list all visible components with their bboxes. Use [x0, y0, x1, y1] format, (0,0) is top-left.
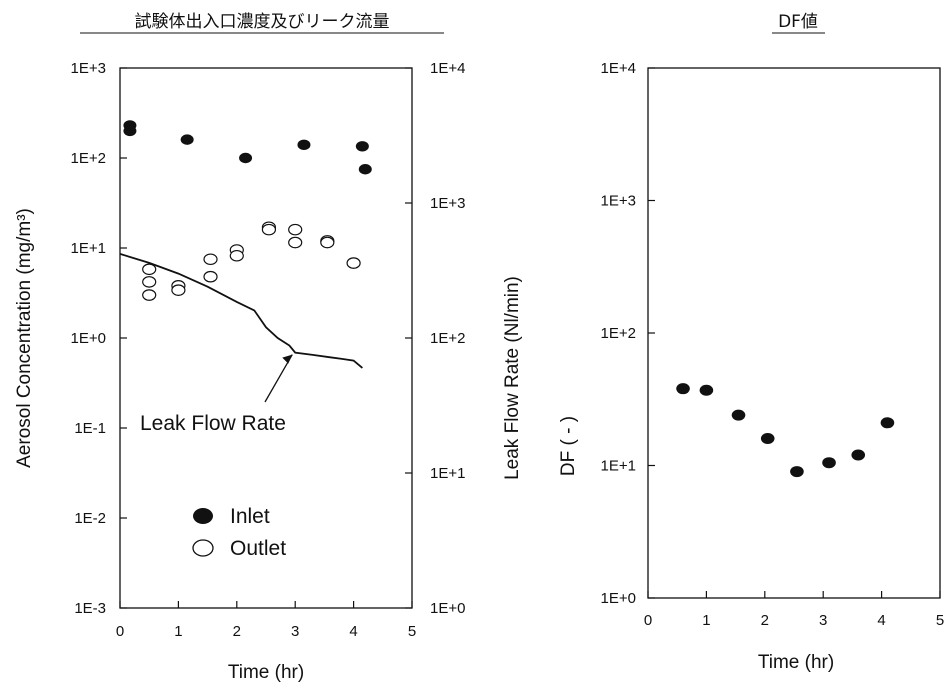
left-x-tick-label: 1 — [174, 623, 182, 640]
left-y2-axis-title: Leak Flow Rate (Nl/min) — [502, 276, 523, 480]
outlet-point — [203, 270, 218, 283]
right-y-axis-title: DF ( - ) — [558, 416, 579, 476]
left-x-tick-label: 4 — [349, 623, 357, 640]
outlet-point — [320, 236, 335, 249]
outlet-point — [142, 289, 157, 301]
left-y-tick-label: 1E+0 — [71, 330, 106, 347]
left-y2-tick-label: 1E+2 — [430, 330, 465, 347]
left-y-tick-label: 1E-2 — [74, 510, 106, 527]
left-y2-tick-label: 1E+1 — [430, 465, 465, 482]
df-series — [676, 383, 895, 478]
left-y-tick-label: 1E+2 — [71, 150, 106, 167]
right-y-tick-label: 1E+4 — [601, 60, 636, 77]
right-x-tick-label: 3 — [819, 612, 827, 629]
right-y-tick-label: 1E+3 — [601, 193, 636, 210]
left-y2-ticks: 1E+0 1E+1 1E+2 1E+3 1E+4 — [405, 60, 465, 617]
inlet-point — [239, 152, 253, 164]
left-y2-tick-label: 1E+3 — [430, 195, 465, 212]
leak-flow-line — [119, 253, 363, 369]
right-plot-frame — [647, 67, 941, 599]
left-legend: Inlet Outlet — [192, 505, 286, 560]
inlet-series — [123, 120, 372, 175]
right-y-tick-label: 1E+2 — [601, 325, 636, 342]
left-y-axis-title: Aerosol Concentration (mg/m³) — [14, 208, 35, 468]
legend-inlet-label: Inlet — [230, 505, 270, 528]
inlet-point — [180, 134, 194, 145]
outlet-point — [288, 236, 303, 249]
outlet-point — [142, 263, 157, 276]
df-point — [851, 449, 866, 461]
df-point — [880, 417, 895, 429]
inlet-point — [123, 125, 137, 137]
right-y-tick-label: 1E+1 — [601, 458, 636, 475]
outlet-point — [142, 276, 157, 288]
leak-flow-series — [119, 253, 363, 369]
left-chart-title: 試験体出入口濃度及びリーク流量 — [135, 12, 390, 32]
inlet-point — [355, 141, 369, 152]
left-x-axis-title: Time (hr) — [228, 662, 304, 683]
leak-flow-annotation-label: Leak Flow Rate — [140, 412, 286, 435]
right-x-axis-title: Time (hr) — [758, 652, 834, 673]
outlet-point — [203, 253, 218, 266]
right-x-tick-label: 4 — [877, 612, 885, 629]
left-x-tick-label: 2 — [233, 623, 241, 640]
legend-inlet-marker — [193, 508, 213, 524]
right-x-tick-label: 2 — [761, 612, 769, 629]
right-chart-title: DF値 — [778, 12, 818, 32]
left-x-ticks: 0 1 2 3 4 5 — [116, 601, 416, 640]
right-chart: DF値 0 1 2 3 4 5 1E+0 1E+1 1E+2 1E+3 1E+4 Time (hr… — [558, 12, 944, 673]
df-point — [790, 466, 804, 478]
outlet-point — [229, 249, 244, 262]
inlet-point — [297, 139, 311, 151]
right-y-ticks: 1E+0 1E+1 1E+2 1E+3 1E+4 — [601, 60, 655, 607]
left-y-ticks: 1E-3 1E-2 1E-1 1E+0 1E+1 1E+2 1E+3 — [71, 60, 127, 617]
df-point — [731, 409, 746, 421]
left-y2-tick-label: 1E+4 — [430, 60, 465, 77]
right-y-tick-label: 1E+0 — [601, 590, 636, 607]
left-x-tick-label: 0 — [116, 623, 124, 640]
right-x-tick-label: 1 — [702, 612, 710, 629]
df-point — [760, 432, 775, 444]
leak-flow-annotation-arrowhead — [282, 354, 293, 364]
left-x-tick-label: 5 — [408, 623, 416, 640]
df-point — [699, 384, 714, 396]
df-point — [822, 457, 836, 469]
df-point — [676, 383, 690, 395]
left-x-tick-label: 3 — [291, 623, 299, 640]
left-y2-tick-label: 1E+0 — [430, 600, 465, 617]
outlet-point — [171, 284, 186, 296]
left-y-tick-label: 1E+3 — [71, 60, 106, 77]
legend-outlet-marker — [192, 539, 214, 557]
left-y-tick-label: 1E-3 — [74, 600, 106, 617]
right-x-ticks: 0 1 2 3 4 5 — [644, 591, 944, 629]
left-y-tick-label: 1E+1 — [71, 240, 106, 257]
left-y-tick-label: 1E-1 — [74, 420, 106, 437]
inlet-point — [358, 164, 372, 175]
outlet-series — [142, 221, 361, 301]
legend-outlet-label: Outlet — [230, 537, 286, 560]
outlet-point — [288, 223, 303, 236]
outlet-point — [346, 257, 361, 269]
right-x-tick-label: 0 — [644, 612, 652, 629]
outlet-point — [261, 223, 277, 236]
right-x-tick-label: 5 — [936, 612, 944, 629]
